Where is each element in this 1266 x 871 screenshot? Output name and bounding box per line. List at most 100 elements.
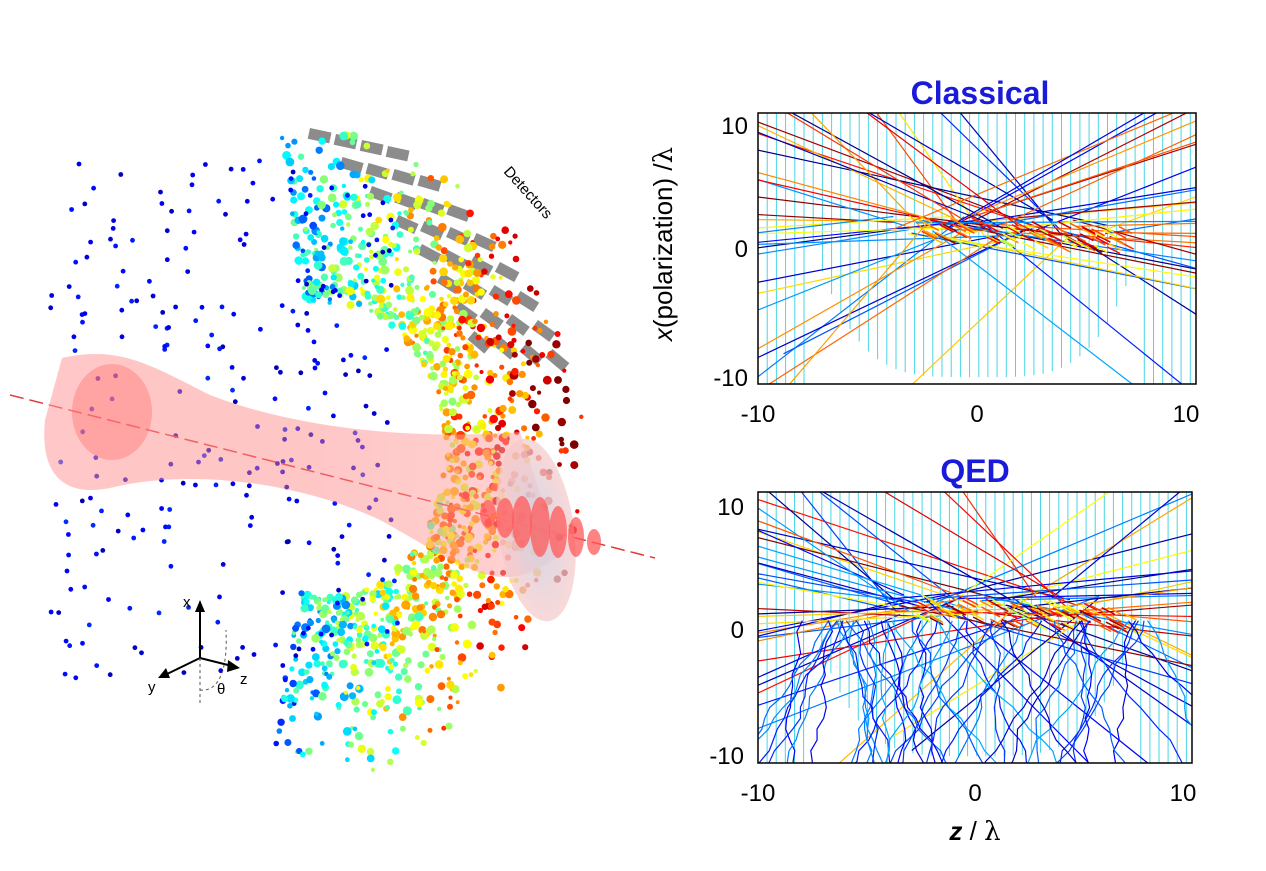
scattered-trajectory <box>1043 599 1058 609</box>
electron-dot <box>341 600 351 610</box>
electron-dot <box>413 161 419 168</box>
qed-background-lines <box>758 492 1187 763</box>
z-axis-arrowhead <box>227 660 240 672</box>
electron-dot <box>73 675 79 681</box>
electron-dot <box>304 311 310 316</box>
electron-dot <box>511 337 517 343</box>
scattered-trajectory <box>1077 238 1091 247</box>
electron-dot <box>118 172 124 177</box>
electron-dot <box>293 653 299 659</box>
recoil-trajectory <box>1112 620 1137 763</box>
electron-dot <box>166 524 172 530</box>
electron-dot <box>371 623 377 629</box>
electron-dot <box>228 166 234 172</box>
electron-dot <box>399 190 404 195</box>
scattered-trajectory <box>1000 133 1196 226</box>
electron-dot <box>421 361 427 368</box>
electron-dot <box>193 318 199 324</box>
electron-dot <box>64 568 70 574</box>
electron-dot <box>286 496 292 502</box>
electron-dot <box>270 196 276 202</box>
electron-dot <box>317 250 325 258</box>
qed-xtick-left: -10 <box>741 780 776 807</box>
scattered-trajectory <box>758 612 983 625</box>
electron-dot <box>355 591 363 598</box>
electron-dot <box>223 211 228 217</box>
electron-dot <box>213 482 219 488</box>
electron-dot <box>346 222 351 227</box>
electron-dot <box>392 307 398 312</box>
electron-dot <box>299 751 306 758</box>
electron-dot <box>408 249 413 254</box>
electron-dot <box>120 268 126 274</box>
scattered-trajectory <box>1046 238 1061 247</box>
electron-dot <box>481 268 488 275</box>
scattered-trajectory <box>1103 229 1117 238</box>
scattered-trajectory <box>1055 609 1070 619</box>
theta-label: θ <box>217 681 225 698</box>
scattered-trajectory <box>962 208 1196 234</box>
electron-dot <box>355 637 362 643</box>
electron-dot <box>427 199 435 208</box>
electron-dot <box>463 229 472 238</box>
recoil-trajectory <box>863 620 943 763</box>
electron-dot <box>281 695 289 703</box>
electron-dot <box>88 239 93 245</box>
electron-dot <box>382 313 390 321</box>
electron-dot <box>334 648 341 655</box>
electron-dot <box>327 300 332 305</box>
electron-dot <box>288 187 294 193</box>
classical-plot-frame <box>757 112 1197 385</box>
electron-dot <box>300 252 306 258</box>
scattered-trajectory <box>989 618 1004 627</box>
electron-dot <box>364 641 370 647</box>
electron-dot <box>435 244 442 251</box>
laser-pulse <box>480 496 601 558</box>
electron-dot <box>386 534 392 539</box>
x-axis-arrowhead <box>195 600 205 612</box>
electron-dot <box>476 323 486 333</box>
electron-dot <box>435 586 441 592</box>
electron-dot <box>557 417 566 427</box>
detector-panel <box>359 140 384 156</box>
electron-dot <box>472 425 481 434</box>
electron-dot <box>411 592 420 600</box>
electron-dot <box>396 612 403 619</box>
electron-dot <box>456 374 463 381</box>
electron-dot <box>305 268 311 274</box>
electron-dot <box>400 282 405 287</box>
scattered-trajectory <box>810 113 928 234</box>
electron-dot <box>552 340 561 349</box>
electron-dot <box>416 604 424 611</box>
electron-dot <box>280 663 286 668</box>
electron-dot <box>492 293 499 300</box>
electron-dot <box>499 404 507 413</box>
electron-dot <box>542 375 552 385</box>
electron-dot <box>280 590 285 595</box>
electron-dot <box>475 334 482 341</box>
electron-dot <box>423 307 433 317</box>
electron-dot <box>86 622 92 628</box>
electron-dot <box>498 240 507 249</box>
electron-dot <box>378 303 384 309</box>
electron-dot <box>409 552 415 557</box>
electron-dot <box>321 665 328 672</box>
electron-dot <box>48 305 54 311</box>
electron-dot <box>366 572 371 578</box>
electron-dot <box>374 284 379 289</box>
electron-dot <box>56 610 62 615</box>
scattered-trajectory <box>1107 606 1122 615</box>
electron-dot <box>370 714 376 721</box>
pulse-ellipse <box>587 529 601 555</box>
electron-dot <box>334 273 343 282</box>
electron-dot <box>414 306 420 312</box>
electron-dot <box>380 265 390 275</box>
electron-dot <box>489 414 499 424</box>
electron-dot <box>333 654 340 662</box>
electron-dot <box>398 645 406 654</box>
electron-dot <box>398 633 407 641</box>
electron-dot <box>305 328 311 333</box>
electron-dot <box>366 650 374 658</box>
scattered-trajectory <box>1079 233 1094 242</box>
recoil-trajectory <box>880 620 925 763</box>
